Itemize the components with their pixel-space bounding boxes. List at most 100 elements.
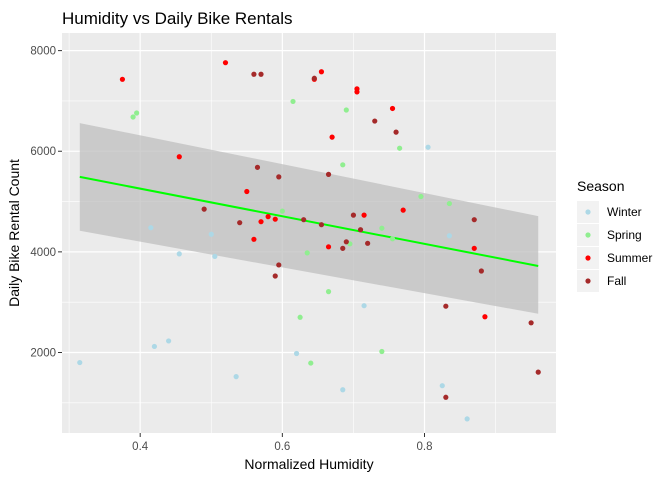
data-point [325,171,332,177]
y-tick-label: 4000 [30,247,56,259]
data-point [77,359,83,366]
series-spring [130,98,452,366]
data-point [425,144,431,150]
data-point [340,162,346,168]
data-point [276,262,282,268]
data-point [535,369,541,375]
data-point [208,231,214,237]
data-point [251,236,257,242]
data-point [148,225,154,231]
data-point [176,251,182,257]
y-axis-title: Daily Bike Rental Count [6,159,22,307]
data-point [290,98,296,105]
data-point [325,289,332,295]
y-tick-label: 2000 [30,347,56,359]
legend-key-summer [585,255,591,261]
data-point [478,268,484,274]
data-point [176,154,182,160]
legend-key-winter [585,209,591,215]
data-point [233,374,239,380]
data-point [418,193,424,200]
data-point [222,60,229,66]
x-axis-ticks: 0.4 0.6 0.8 [132,433,433,453]
data-point [464,416,470,422]
legend-label-fall: Fall [607,274,626,288]
data-point [443,394,449,400]
data-point [258,71,264,77]
data-point [279,208,285,214]
data-point [201,206,207,212]
data-point [340,387,346,393]
data-point [446,200,452,207]
data-point [340,245,346,251]
data-point [272,216,278,222]
data-point [311,75,317,81]
data-point [304,250,310,256]
points-layer [77,60,541,422]
series-fall [201,71,541,400]
data-point [272,273,278,279]
x-tick-label: 0.4 [132,441,149,453]
data-point [343,239,349,245]
data-point [379,225,385,231]
data-point [443,303,449,309]
data-point [361,212,367,218]
data-point [301,217,307,223]
data-point [343,107,349,113]
data-point [361,303,367,309]
data-point [265,214,271,220]
y-tick-label: 6000 [30,146,56,158]
data-point [350,212,357,218]
data-point [439,383,445,389]
data-point [354,89,360,95]
trend-line [79,175,539,267]
chart-title: Humidity vs Daily Bike Rentals [62,9,293,28]
data-point [389,105,396,112]
confidence-band [79,123,539,314]
data-point [276,174,282,180]
data-point [212,253,218,259]
data-point [528,320,534,326]
data-point [254,164,261,170]
data-point [397,145,403,151]
legend-items: Winter Spring Summer Fall [577,201,652,292]
data-point [372,118,378,124]
legend-key-fall [585,278,591,284]
legend-key-spring [585,232,591,238]
data-point [318,69,325,75]
x-tick-label: 0.6 [274,441,290,453]
data-point [471,245,477,251]
data-point [393,129,399,135]
data-point [258,219,264,225]
data-point [134,110,140,116]
data-point [297,314,303,320]
x-tick-label: 0.8 [417,441,433,453]
legend-label-spring: Spring [607,228,642,242]
confidence-band-layer [79,123,539,314]
data-point [379,348,385,355]
legend: Season Winter Spring Summer Fall [577,178,652,292]
legend-label-summer: Summer [607,251,652,265]
data-point [166,338,172,344]
data-point [237,220,243,226]
data-point [400,207,406,213]
series-winter [77,144,470,422]
data-point [318,222,325,228]
data-point [151,343,158,350]
data-point [293,350,300,357]
data-point [130,114,136,120]
data-point [357,227,364,233]
data-point [329,134,335,140]
data-point [251,71,257,77]
data-point [119,76,126,82]
y-tick-label: 8000 [30,46,56,58]
data-point [446,233,452,239]
y-axis-ticks: 2000 4000 6000 8000 [30,46,62,359]
data-point [471,217,477,223]
data-point [365,240,371,246]
x-axis-title: Normalized Humidity [244,456,373,472]
legend-label-winter: Winter [607,205,642,219]
trend-line-layer [79,175,539,267]
data-point [389,236,396,242]
data-point [244,188,250,195]
